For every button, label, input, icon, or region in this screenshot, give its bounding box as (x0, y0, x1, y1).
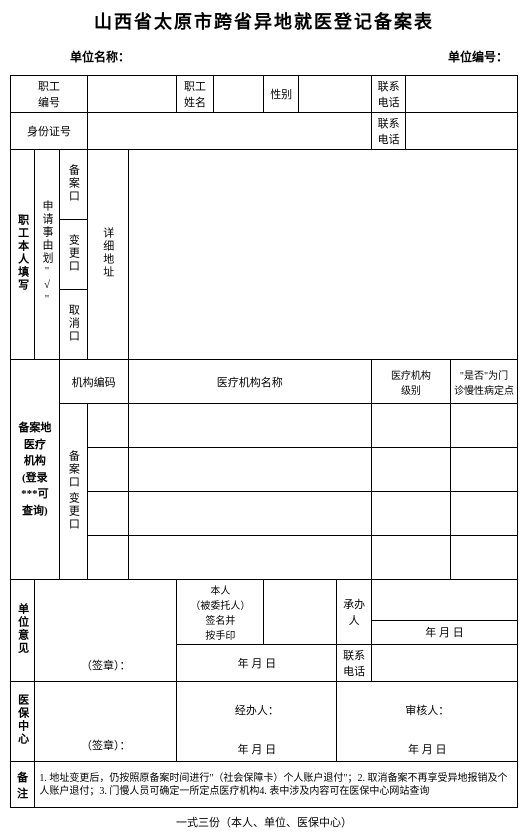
unit-name-label: 单位名称： (70, 48, 130, 65)
self-sign-value[interactable] (264, 580, 337, 645)
inst-level-4[interactable] (371, 536, 450, 580)
gender-label: 性别 (264, 76, 298, 113)
emp-name-label: 职工姓名 (177, 76, 214, 113)
emp-name-value[interactable] (213, 76, 264, 113)
id-no-value[interactable] (88, 113, 372, 150)
remark-text: 1. 地址变更后，仍按照原备案时间进行"（社会保障卡）个人账户退付"；2. 取消… (35, 762, 518, 808)
main-form-table: 职工编号 职工姓名 性别 联系电话 身份证号 联系电话 职工本人填写 申请事由划… (10, 75, 518, 808)
emp-no-label: 职工编号 (11, 76, 88, 113)
opt-cancel[interactable]: 取消口 (59, 290, 87, 360)
chronic-label: "是否"为门诊慢性病定点 (450, 360, 517, 404)
section4-side: 医保中心 (11, 682, 35, 762)
phone-value-1[interactable] (406, 76, 518, 113)
unit-code-label: 单位编号： (448, 48, 508, 65)
inst-level-3[interactable] (371, 492, 450, 536)
auditor-date[interactable]: 年 月 日 (337, 738, 518, 762)
chronic-1[interactable] (450, 404, 517, 448)
remark-label: 备注 (11, 762, 35, 808)
inst-name-1[interactable] (128, 404, 371, 448)
emp-no-value[interactable] (88, 76, 177, 113)
section2-side: 备案地医疗机构(登录***可查询) (11, 360, 60, 580)
handler-label: 承办人 (337, 580, 371, 645)
section1-side: 职工本人填写 (11, 150, 35, 360)
inst-level-2[interactable] (371, 448, 450, 492)
chronic-3[interactable] (450, 492, 517, 536)
opt-filing[interactable]: 备案口 (59, 150, 87, 220)
id-no-label: 身份证号 (11, 113, 88, 150)
handler-value[interactable] (371, 580, 517, 621)
inst-code-label: 机构编码 (59, 360, 128, 404)
phone-value-3[interactable] (371, 645, 517, 682)
inst-code-1[interactable] (88, 404, 129, 448)
opt-change[interactable]: 变更口 (59, 220, 87, 290)
form-title: 山西省太原市跨省异地就医登记备案表 (10, 8, 518, 34)
processor-label: 经办人： (177, 682, 337, 738)
handler-date[interactable]: 年 月 日 (371, 620, 517, 644)
inst-code-4[interactable] (88, 536, 129, 580)
phone-label-3: 联系电话 (337, 645, 371, 682)
chronic-4[interactable] (450, 536, 517, 580)
opt2-filing[interactable]: 备案口变更口 (59, 404, 87, 580)
inst-code-2[interactable] (88, 448, 129, 492)
gender-value[interactable] (298, 76, 371, 113)
self-sign-label: 本人（被委托人）签名并按手印 (177, 580, 264, 645)
unit-date[interactable]: 年 月 日 (177, 645, 337, 682)
reason-label: 申请事由划"√" (35, 150, 59, 360)
inst-level-label: 医疗机构级别 (371, 360, 450, 404)
seal-area-2[interactable]: （签章）： (35, 682, 177, 762)
processor-date[interactable]: 年 月 日 (177, 738, 337, 762)
inst-name-3[interactable] (128, 492, 371, 536)
inst-code-3[interactable] (88, 492, 129, 536)
inst-name-2[interactable] (128, 448, 371, 492)
seal-area-1[interactable]: （签章）： (35, 580, 177, 682)
chronic-2[interactable] (450, 448, 517, 492)
inst-level-1[interactable] (371, 404, 450, 448)
phone-value-2[interactable] (406, 113, 518, 150)
addr-value[interactable] (128, 150, 517, 360)
inst-name-label: 医疗机构名称 (128, 360, 371, 404)
inst-name-4[interactable] (128, 536, 371, 580)
phone-label-2: 联系电话 (371, 113, 405, 150)
addr-label: 详细地址 (88, 150, 129, 360)
footer-text: 一式三份（本人、单位、医保中心） (10, 814, 518, 830)
phone-label-1: 联系电话 (371, 76, 405, 113)
section3-side: 单位意见 (11, 580, 35, 682)
auditor-label: 审核人： (337, 682, 518, 738)
